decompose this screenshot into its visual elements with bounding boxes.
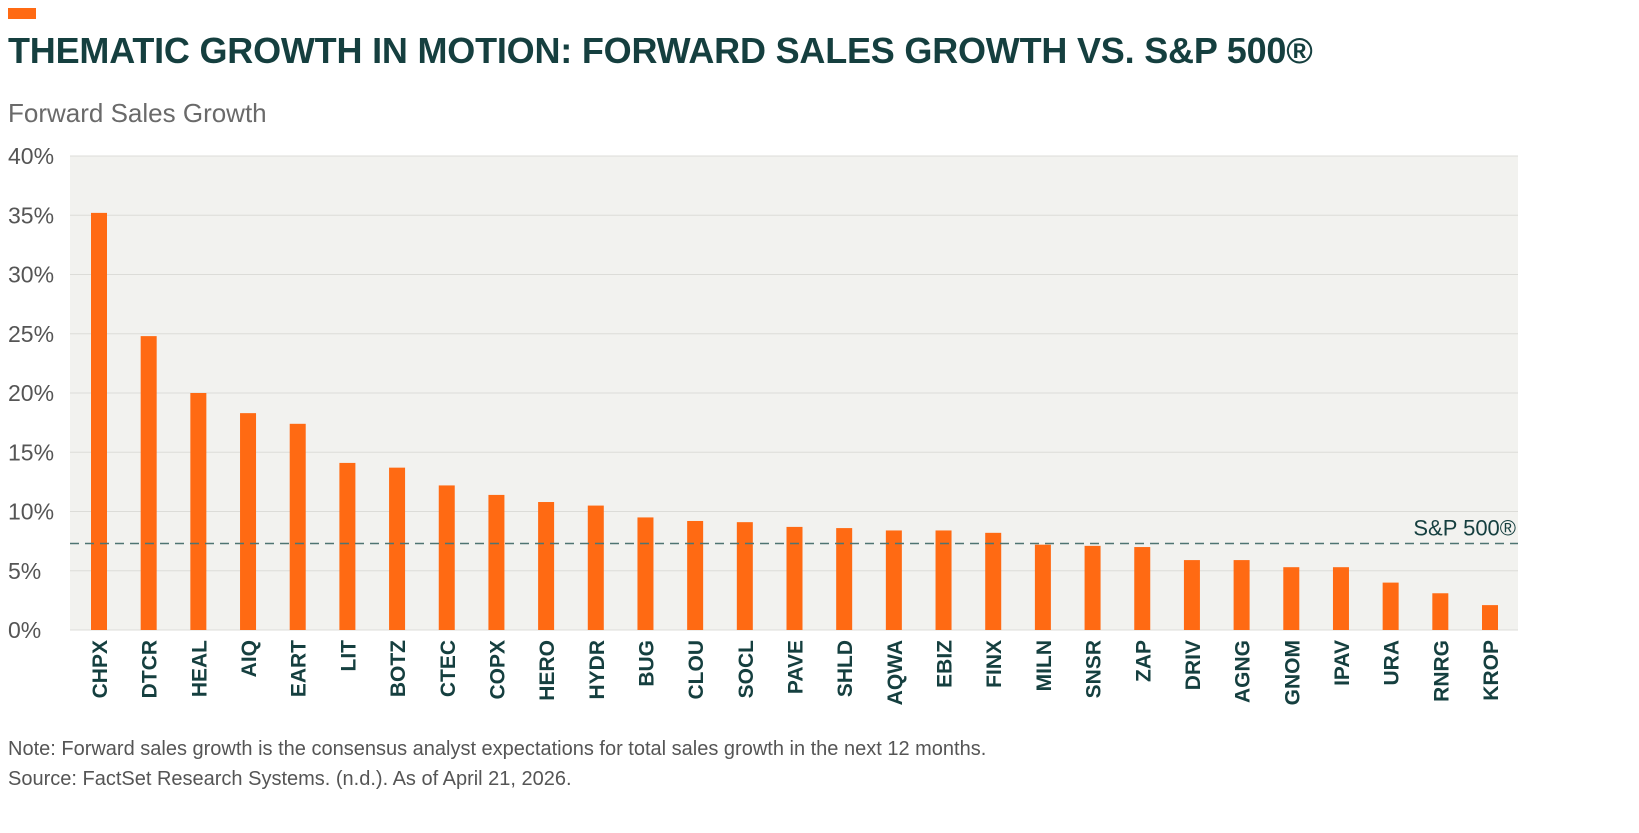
bar-snsr <box>1084 545 1101 630</box>
footnote-source: Source: FactSet Research Systems. (n.d.)… <box>8 768 572 790</box>
bars <box>91 212 1498 630</box>
bar-eart <box>289 423 306 630</box>
bar-ipav <box>1332 567 1349 630</box>
x-tick-label: BUG <box>635 640 658 687</box>
chart-title: THEMATIC GROWTH IN MOTION: FORWARD SALES… <box>8 30 1313 71</box>
y-axis: 0% 5% 10% 15% 20% 25% 30% 35% 40% <box>8 143 54 643</box>
bar-aqwa <box>885 530 902 630</box>
x-tick-label: BOTZ <box>387 640 410 697</box>
x-tick-label: PAVE <box>785 640 808 694</box>
y-tick-label: 35% <box>8 202 54 228</box>
x-tick-label: ZAP <box>1132 640 1155 682</box>
bar-lit <box>339 462 356 630</box>
y-axis-title: Forward Sales Growth <box>8 98 267 128</box>
bar-ctec <box>438 485 455 630</box>
bar-finx <box>985 532 1002 630</box>
bar-ebiz <box>935 530 952 630</box>
bar-socl <box>736 522 753 630</box>
bar-rnrg <box>1432 593 1449 630</box>
x-tick-label: SNSR <box>1083 640 1106 698</box>
x-tick-label: SHLD <box>834 640 857 697</box>
bar-heal <box>190 393 207 630</box>
bar-bug <box>637 517 654 630</box>
y-tick-label: 5% <box>8 558 41 584</box>
bar-hydr <box>587 505 604 630</box>
x-tick-label: CTEC <box>437 640 460 697</box>
y-tick-label: 20% <box>8 380 54 406</box>
x-tick-label: HEAL <box>188 640 211 697</box>
bar-krop <box>1482 605 1498 630</box>
y-tick-label: 10% <box>8 499 54 525</box>
bar-ura <box>1382 582 1399 630</box>
bar-aiq <box>240 413 257 630</box>
x-tick-label: KROP <box>1480 640 1503 701</box>
x-tick-label: HERO <box>536 640 559 701</box>
bar-gnom <box>1283 567 1300 630</box>
x-tick-label: DTCR <box>139 640 162 698</box>
x-tick-label: IPAV <box>1331 640 1354 686</box>
footnote-note: Note: Forward sales growth is the consen… <box>8 738 987 760</box>
y-tick-label: 30% <box>8 262 54 288</box>
x-tick-label: CHPX <box>89 640 112 698</box>
x-tick-label: URA <box>1381 640 1404 686</box>
sp500-reference-label: S&P 500® <box>1413 515 1516 540</box>
x-tick-label: EBIZ <box>934 640 957 688</box>
x-axis: CHPX DTCR HEAL AIQ EART LIT BOTZ CTEC COPX HERO HY… <box>89 640 1503 705</box>
accent-bar <box>8 8 36 19</box>
x-tick-label: MILN <box>1033 640 1056 691</box>
x-tick-label: EART <box>288 640 311 697</box>
bar-chpx <box>91 212 107 630</box>
bar-miln <box>1034 544 1051 630</box>
bar-shld <box>836 528 853 630</box>
x-tick-label: AQWA <box>884 640 907 705</box>
bar-hero <box>538 502 555 630</box>
x-tick-label: SOCL <box>735 640 758 699</box>
bar-pave <box>786 526 803 630</box>
y-tick-label: 0% <box>8 617 41 643</box>
bar-dtcr <box>140 336 157 630</box>
bar-driv <box>1183 560 1200 630</box>
bar-chart: 0% 5% 10% 15% 20% 25% 30% 35% 40% CHPX DTCR HEAL AI… <box>8 143 1518 705</box>
x-tick-label: AGNG <box>1232 640 1255 703</box>
y-tick-label: 25% <box>8 321 54 347</box>
x-tick-label: RNRG <box>1430 640 1453 702</box>
bar-copx <box>488 494 505 630</box>
x-tick-label: CLOU <box>685 640 708 700</box>
bar-agng <box>1233 560 1250 630</box>
x-tick-label: GNOM <box>1281 640 1304 705</box>
x-tick-label: AIQ <box>238 640 261 677</box>
x-tick-label: HYDR <box>586 640 609 700</box>
x-tick-label: LIT <box>337 640 360 672</box>
reference-line-group: S&P 500® <box>70 515 1518 545</box>
y-tick-label: 15% <box>8 439 54 465</box>
x-tick-label: FINX <box>983 640 1006 688</box>
x-tick-label: DRIV <box>1182 640 1205 690</box>
x-tick-label: COPX <box>486 640 509 700</box>
bar-botz <box>389 467 406 630</box>
bar-zap <box>1134 547 1151 630</box>
bar-clou <box>687 520 704 630</box>
y-tick-label: 40% <box>8 143 54 169</box>
